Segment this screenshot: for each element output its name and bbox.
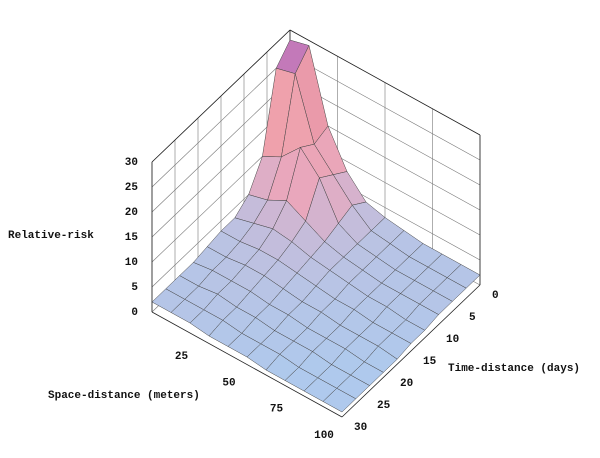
y-tick-label: 20 <box>400 378 413 390</box>
z-tick-label: 0 <box>131 307 138 319</box>
z-tick-label: 25 <box>125 182 139 194</box>
z-tick-label: 20 <box>125 207 138 219</box>
y-tick-label: 0 <box>492 290 499 302</box>
y-axis-title: Time-distance (days) <box>448 363 580 375</box>
box-edge <box>341 284 481 418</box>
x-tick-label: 100 <box>314 430 334 442</box>
x-axis-title: Space-distance (meters) <box>48 390 200 402</box>
z-tick-label: 30 <box>125 157 138 169</box>
box-edge <box>151 311 343 418</box>
x-tick-label: 50 <box>222 377 235 389</box>
box-edge <box>289 29 481 136</box>
x-tick-label: 75 <box>270 404 284 416</box>
y-tick-label: 30 <box>354 422 367 434</box>
z-axis-title: Relative-risk <box>8 230 94 242</box>
x-tick-label: 25 <box>175 351 189 363</box>
z-tick-label: 15 <box>125 232 139 244</box>
y-tick-label: 25 <box>377 400 391 412</box>
y-tick-label: 10 <box>446 334 459 346</box>
surface-patch <box>322 387 357 413</box>
z-tick-label: 5 <box>131 282 138 294</box>
y-tick-label: 5 <box>469 312 476 324</box>
box-edge <box>151 29 291 163</box>
y-tick-label: 15 <box>423 356 437 368</box>
z-tick-label: 10 <box>125 257 138 269</box>
